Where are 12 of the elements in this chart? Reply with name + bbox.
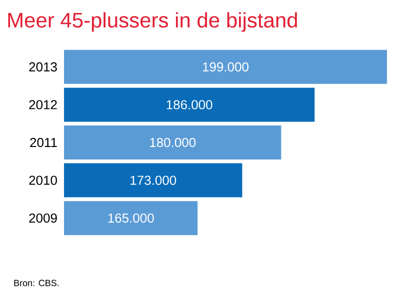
text: Bron: CBS.: [14, 280, 59, 286]
y-tick-label: 2010: [29, 176, 57, 185]
y-tick-label: 2013: [29, 62, 57, 72]
data-label: 180.000: [150, 138, 196, 148]
data-label: 173.000: [130, 176, 176, 185]
data-label: 186.000: [166, 100, 212, 110]
data-label: 165.000: [108, 213, 154, 223]
y-tick-label: 2011: [30, 138, 57, 148]
data-label: 199.000: [202, 62, 248, 72]
y-tick-label: 2012: [29, 100, 57, 110]
y-tick-label: 2009: [29, 213, 57, 223]
chart-title: Meer 45-plussers in de bijstand: [8, 12, 297, 32]
